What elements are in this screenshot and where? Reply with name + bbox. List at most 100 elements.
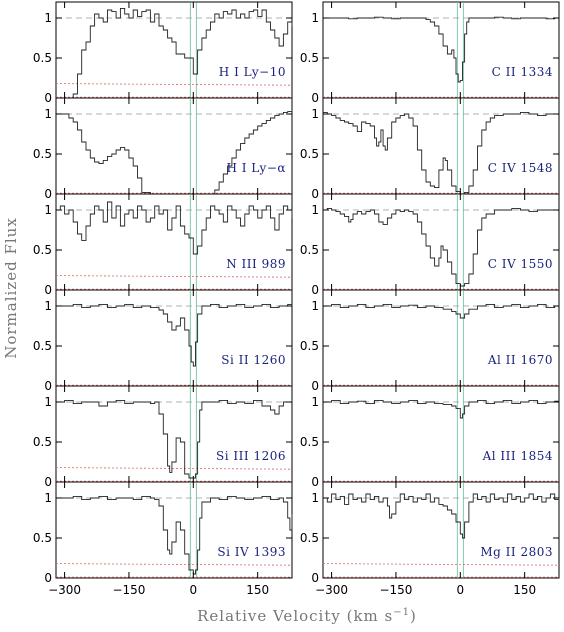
x-axis-title-main: Relative Velocity (km s (197, 607, 393, 625)
error-spectrum (55, 563, 293, 566)
panel-3: 0 0.5 1 Si II 1260 (33, 289, 293, 393)
spectrum-line (56, 201, 293, 255)
ion-label: H I Ly−α (226, 161, 286, 175)
y-tick-label: 1 (311, 107, 319, 121)
ion-label: Si II 1260 (221, 353, 286, 367)
x-tick-label: −300 (315, 583, 348, 597)
y-tick-label: 0.5 (300, 51, 319, 65)
panel-4: 0 0.5 1 Si III 1206 (33, 385, 293, 489)
ion-label: N III 989 (226, 257, 286, 271)
x-axis-title: Relative Velocity (km s−1) (197, 607, 417, 625)
panel-frame (322, 1, 560, 99)
panel-frame (55, 1, 293, 99)
spectrum-line (56, 303, 293, 367)
x-tick-label: 0 (456, 583, 464, 597)
ion-label: H I Ly−10 (219, 65, 286, 79)
y-tick-label: 0.5 (33, 243, 52, 257)
y-tick-label: 1 (311, 395, 319, 409)
x-tick-label: −300 (48, 583, 81, 597)
y-tick-label: 0 (311, 91, 319, 105)
y-tick-label: 0 (44, 283, 52, 297)
y-tick-label: 1 (311, 11, 319, 25)
x-tick-label: 0 (189, 583, 197, 597)
y-axis-title: Normalized Flux (2, 217, 20, 359)
y-tick-label: 0.5 (300, 435, 319, 449)
spectrum-line (56, 495, 293, 575)
x-axis-title-exponent: −1 (393, 607, 410, 618)
y-tick-label: 0.5 (300, 531, 319, 545)
x-tick-label: −150 (379, 583, 412, 597)
y-tick-label: 0 (44, 571, 52, 585)
y-tick-label: 1 (44, 299, 52, 313)
panel-frame (322, 481, 560, 579)
y-tick-label: 0 (44, 91, 52, 105)
x-tick-label: 150 (246, 583, 269, 597)
panel-frame (55, 481, 293, 579)
y-tick-label: 0.5 (300, 147, 319, 161)
y-tick-label: 1 (44, 11, 52, 25)
ion-label: C IV 1548 (488, 161, 553, 175)
panel-frame (322, 385, 560, 483)
panel-8: 0 0.5 1 C IV 1550 (300, 193, 560, 297)
y-tick-label: 0 (311, 283, 319, 297)
y-tick-label: 0 (311, 571, 319, 585)
y-tick-label: 1 (44, 395, 52, 409)
y-tick-label: 0 (311, 475, 319, 489)
ion-label: Al III 1854 (482, 449, 553, 463)
spectrum-line (323, 399, 560, 419)
panel-frame (55, 193, 293, 291)
y-tick-label: 1 (44, 107, 52, 121)
spectrum-line (323, 493, 560, 539)
panel-11: 0 0.5 1 Mg II 2803 −300 −150 0 150 (300, 481, 560, 597)
y-tick-label: 0 (44, 475, 52, 489)
x-tick-label: −150 (112, 583, 145, 597)
y-tick-label: 1 (311, 299, 319, 313)
spectrum-line (56, 399, 293, 479)
y-tick-label: 1 (311, 203, 319, 217)
spectrum-line (323, 207, 559, 287)
y-tick-label: 0.5 (300, 243, 319, 257)
panel-10: 0 0.5 1 Al III 1854 (300, 385, 560, 489)
y-tick-label: 0.5 (33, 435, 52, 449)
ion-label: C IV 1550 (488, 257, 553, 271)
x-axis-title-close: ) (410, 607, 417, 625)
ion-label: Mg II 2803 (480, 545, 553, 559)
error-spectrum (55, 467, 293, 470)
panel-9: 0 0.5 1 Al II 1670 (300, 289, 560, 393)
panel-1: 0 0.5 1 H I Ly−α (33, 97, 293, 201)
panel-5: 0 0.5 1 Si IV 1393 −300 −150 0 150 (33, 481, 293, 597)
spectrum-line (323, 16, 559, 83)
y-tick-label: 0.5 (33, 147, 52, 161)
y-tick-label: 0 (44, 187, 52, 201)
y-tick-label: 0.5 (33, 339, 52, 353)
panel-frame (322, 193, 560, 291)
x-tick-label: 150 (513, 583, 536, 597)
panel-2: 0 0.5 1 N III 989 (33, 193, 293, 297)
error-spectrum (55, 275, 293, 278)
panel-frame (55, 289, 293, 387)
ion-label: Si IV 1393 (217, 545, 286, 559)
spectrum-line (323, 111, 559, 195)
error-spectrum (55, 83, 293, 86)
ion-label: Al II 1670 (487, 353, 553, 367)
y-tick-label: 1 (44, 491, 52, 505)
spectrum-line (323, 303, 559, 319)
ion-label: C II 1334 (492, 65, 553, 79)
panel-0: 0 0.5 1 H I Ly−10 (33, 1, 293, 105)
y-tick-label: 0.5 (33, 51, 52, 65)
y-tick-label: 0 (311, 187, 319, 201)
ion-label: Si III 1206 (216, 449, 286, 463)
y-tick-label: 1 (311, 491, 319, 505)
y-tick-label: 0.5 (300, 339, 319, 353)
error-spectrum (322, 563, 560, 566)
y-tick-label: 0 (44, 379, 52, 393)
panel-7: 0 0.5 1 C IV 1548 (300, 97, 560, 201)
spectrum-line (56, 110, 293, 195)
y-tick-label: 1 (44, 203, 52, 217)
panel-frame (55, 97, 293, 195)
spectrum-line (56, 7, 293, 99)
y-tick-label: 0.5 (33, 531, 52, 545)
y-tick-label: 0 (311, 379, 319, 393)
